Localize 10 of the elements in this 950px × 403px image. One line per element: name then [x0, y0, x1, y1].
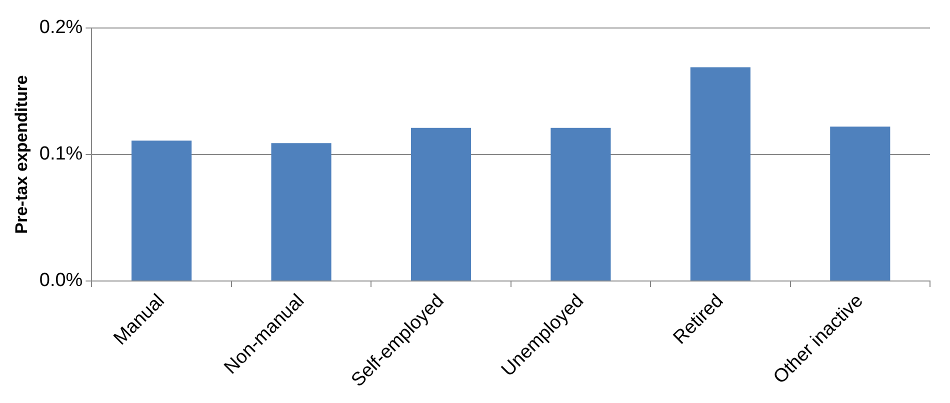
y-tick-label: 0.2% [39, 17, 83, 38]
bar [271, 143, 332, 280]
bar [132, 140, 192, 280]
bar [830, 126, 890, 280]
y-tick-label: 0.0% [39, 270, 83, 292]
bar [690, 67, 750, 280]
bar [550, 128, 611, 280]
y-axis-title: Pre-tax expenditure [12, 75, 31, 234]
bar [410, 128, 472, 280]
y-tick-label: 0.1% [39, 144, 83, 165]
